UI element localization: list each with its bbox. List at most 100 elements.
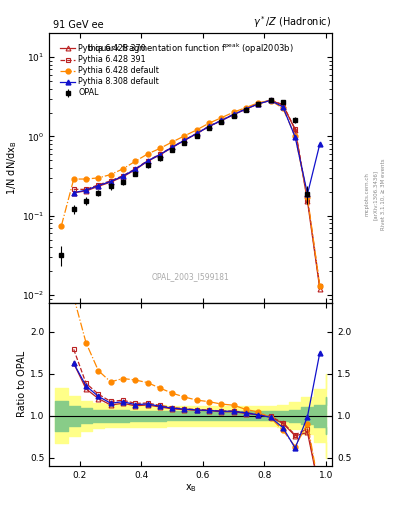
Pythia 6.428 370 (281, 102, 285, 108)
Pythia 6.428 370 (145, 158, 150, 164)
Pythia 6.428 391 (305, 197, 310, 203)
Text: Rivet 3.1.10, ≥ 3M events: Rivet 3.1.10, ≥ 3M events (381, 159, 386, 230)
Pythia 8.308 default (293, 134, 298, 140)
Line: Pythia 8.308 default: Pythia 8.308 default (71, 98, 322, 197)
Pythia 8.308 default (170, 144, 174, 151)
Pythia 6.428 default (108, 172, 113, 178)
Pythia 6.428 370 (182, 137, 187, 143)
Pythia 6.428 391 (133, 166, 138, 172)
Pythia 6.428 default (84, 176, 88, 182)
Pythia 6.428 370 (268, 97, 273, 103)
Pythia 6.428 370 (293, 126, 298, 133)
Pythia 8.308 default (244, 106, 248, 112)
Pythia 6.428 391 (207, 123, 211, 130)
Y-axis label: Ratio to OPAL: Ratio to OPAL (17, 351, 27, 417)
Pythia 6.428 default (305, 194, 310, 200)
Pythia 6.428 370 (256, 101, 261, 107)
Pythia 6.428 default (145, 151, 150, 157)
Pythia 6.428 default (219, 115, 224, 121)
Pythia 6.428 391 (158, 151, 162, 157)
Pythia 8.308 default (219, 117, 224, 123)
Pythia 8.308 default (121, 173, 125, 179)
Pythia 6.428 370 (195, 131, 199, 137)
Pythia 6.428 370 (84, 188, 88, 194)
Pythia 6.428 default (293, 133, 298, 139)
Pythia 6.428 391 (84, 186, 88, 193)
Text: b quark fragmentation function f$^{\mathrm{peak}}$ (opal2003b): b quark fragmentation function f$^{\math… (87, 41, 294, 56)
Pythia 6.428 391 (219, 117, 224, 123)
X-axis label: x$_\mathrm{B}$: x$_\mathrm{B}$ (185, 482, 196, 495)
Pythia 8.308 default (133, 166, 138, 173)
Pythia 6.428 default (195, 127, 199, 133)
Pythia 6.428 default (121, 166, 125, 172)
Legend: Pythia 6.428 370, Pythia 6.428 391, Pythia 6.428 default, Pythia 8.308 default, : Pythia 6.428 370, Pythia 6.428 391, Pyth… (59, 42, 161, 99)
Pythia 6.428 391 (231, 111, 236, 117)
Pythia 6.428 370 (158, 152, 162, 158)
Pythia 6.428 default (72, 176, 76, 182)
Pythia 6.428 370 (318, 286, 322, 292)
Pythia 8.308 default (96, 182, 101, 188)
Text: $\gamma^*/Z$ (Hadronic): $\gamma^*/Z$ (Hadronic) (253, 14, 331, 30)
Pythia 8.308 default (305, 191, 310, 197)
Pythia 8.308 default (72, 189, 76, 196)
Pythia 8.308 default (108, 178, 113, 184)
Text: mcplots.cern.ch: mcplots.cern.ch (365, 173, 370, 217)
Pythia 8.308 default (195, 131, 199, 137)
Pythia 6.428 391 (121, 173, 125, 179)
Pythia 6.428 default (244, 104, 248, 111)
Pythia 6.428 391 (170, 144, 174, 150)
Pythia 6.428 391 (96, 182, 101, 188)
Pythia 6.428 391 (244, 106, 248, 112)
Y-axis label: 1/N dN/dx$_\mathrm{B}$: 1/N dN/dx$_\mathrm{B}$ (6, 141, 19, 196)
Pythia 6.428 default (182, 133, 187, 139)
Pythia 6.428 370 (219, 118, 224, 124)
Pythia 6.428 370 (72, 189, 76, 196)
Pythia 6.428 391 (256, 100, 261, 106)
Pythia 6.428 370 (305, 198, 310, 204)
Pythia 8.308 default (281, 104, 285, 110)
Pythia 8.308 default (145, 158, 150, 164)
Pythia 6.428 default (268, 97, 273, 103)
Text: [arXiv:1306.3436]: [arXiv:1306.3436] (373, 169, 378, 220)
Pythia 6.428 370 (108, 179, 113, 185)
Pythia 6.428 391 (145, 158, 150, 164)
Pythia 8.308 default (268, 97, 273, 103)
Pythia 6.428 370 (133, 167, 138, 173)
Pythia 6.428 default (170, 139, 174, 145)
Pythia 6.428 370 (96, 183, 101, 189)
Pythia 8.308 default (231, 111, 236, 117)
Text: OPAL_2003_I599181: OPAL_2003_I599181 (152, 272, 230, 281)
Pythia 6.428 370 (244, 106, 248, 112)
Pythia 8.308 default (256, 101, 261, 107)
Pythia 6.428 default (158, 145, 162, 152)
Pythia 8.308 default (182, 137, 187, 143)
Pythia 6.428 default (256, 100, 261, 106)
Pythia 6.428 default (231, 109, 236, 115)
Pythia 6.428 391 (318, 283, 322, 289)
Pythia 6.428 370 (231, 112, 236, 118)
Pythia 6.428 391 (195, 130, 199, 136)
Pythia 6.428 default (281, 105, 285, 111)
Pythia 6.428 370 (121, 174, 125, 180)
Pythia 6.428 391 (72, 186, 76, 193)
Pythia 6.428 391 (182, 137, 187, 143)
Pythia 6.428 370 (207, 123, 211, 130)
Pythia 8.308 default (207, 123, 211, 130)
Line: Pythia 6.428 default: Pythia 6.428 default (59, 98, 322, 288)
Pythia 6.428 370 (170, 144, 174, 151)
Line: Pythia 6.428 370: Pythia 6.428 370 (71, 98, 322, 291)
Pythia 6.428 391 (108, 178, 113, 184)
Pythia 8.308 default (84, 187, 88, 193)
Pythia 8.308 default (318, 141, 322, 147)
Pythia 6.428 391 (281, 101, 285, 108)
Line: Pythia 6.428 391: Pythia 6.428 391 (71, 98, 322, 288)
Pythia 6.428 default (207, 120, 211, 126)
Pythia 6.428 391 (268, 97, 273, 103)
Text: 91 GeV ee: 91 GeV ee (53, 19, 104, 30)
Pythia 6.428 default (59, 223, 64, 229)
Pythia 6.428 391 (293, 126, 298, 132)
Pythia 6.428 default (133, 158, 138, 164)
Pythia 8.308 default (158, 152, 162, 158)
Pythia 6.428 default (96, 175, 101, 181)
Pythia 6.428 default (318, 283, 322, 289)
